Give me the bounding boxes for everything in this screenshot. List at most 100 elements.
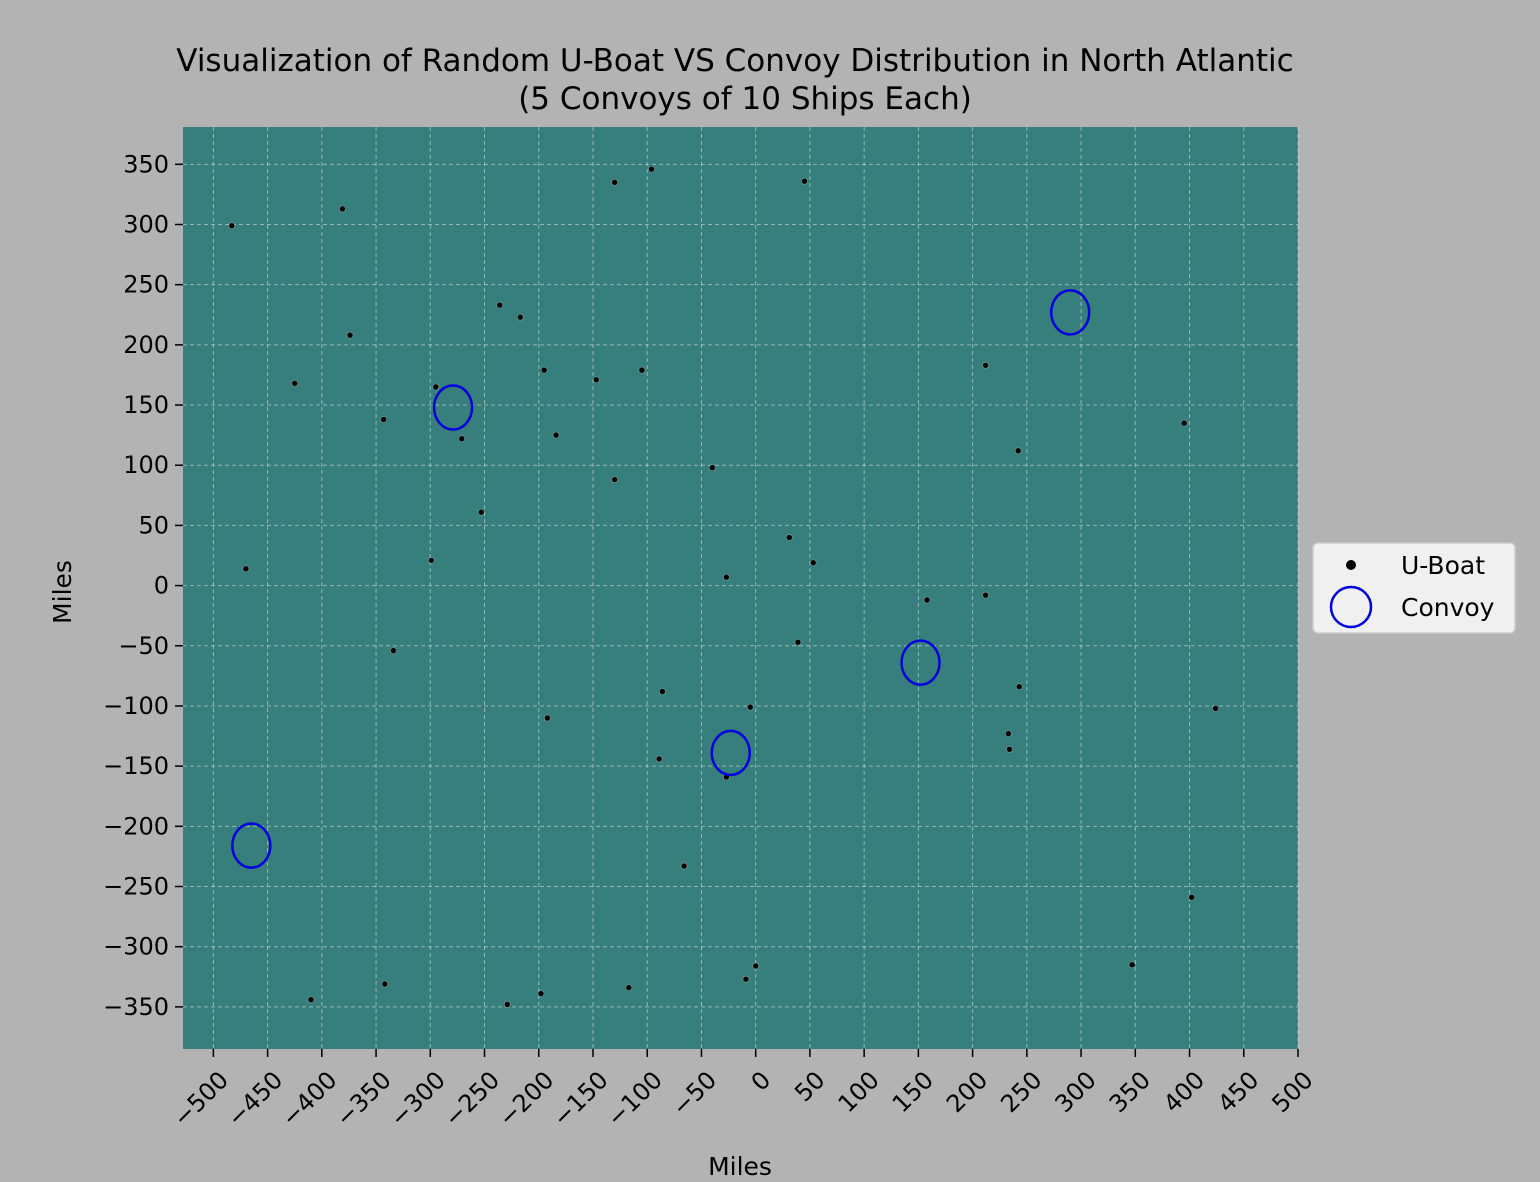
uboat-point: [390, 647, 397, 654]
x-tick-label: −250: [439, 1066, 505, 1132]
uboat-point: [659, 688, 666, 695]
uboat-point: [648, 165, 655, 173]
uboat-point: [552, 431, 560, 439]
uboat-point: [982, 591, 990, 599]
uboat-point: [1128, 961, 1136, 969]
uboat-point: [516, 313, 524, 321]
uboat-point: [1005, 730, 1012, 738]
uboat-point: [625, 984, 633, 992]
uboat-point: [982, 361, 990, 369]
x-tick-label: 250: [995, 1066, 1047, 1118]
x-tick-label: −50: [667, 1066, 723, 1122]
legend: U-Boat Convoy: [1312, 542, 1516, 634]
y-tick-label: −100: [103, 692, 169, 720]
uboat-point: [1212, 704, 1219, 712]
uboat-point: [752, 962, 760, 970]
uboat-point: [242, 565, 250, 573]
y-tick-label: −300: [103, 933, 169, 961]
convoy-point: [710, 729, 751, 777]
x-tick-label: 500: [1266, 1066, 1318, 1118]
uboat-point: [1006, 745, 1013, 753]
uboat-point: [427, 556, 435, 564]
y-tick-label: 100: [123, 451, 169, 479]
uboat-point: [540, 366, 548, 374]
x-tick-label: 50: [789, 1066, 830, 1107]
x-tick-label: −200: [493, 1066, 559, 1132]
uboat-point: [477, 508, 485, 516]
y-tick-label: −200: [103, 812, 169, 840]
y-tick-label: −250: [103, 873, 169, 901]
uboat-point: [1188, 893, 1196, 901]
x-tick-label: 350: [1104, 1066, 1156, 1118]
uboat-point: [923, 596, 931, 604]
uboat-point: [228, 222, 236, 230]
y-tick-label: −150: [103, 752, 169, 780]
y-tick-label: 150: [123, 391, 169, 419]
x-axis-label: Miles: [708, 1152, 772, 1181]
x-tick-label: −300: [385, 1066, 451, 1132]
legend-uboat-marker: [1346, 560, 1356, 570]
x-tick-label: −400: [276, 1066, 342, 1132]
grid-lines: [183, 127, 1299, 1049]
convoy-point: [432, 384, 474, 431]
uboat-point: [432, 383, 440, 391]
x-tick-label: −450: [222, 1066, 288, 1132]
y-tick-label: 350: [123, 150, 169, 178]
uboat-point: [1015, 683, 1023, 691]
uboat-point: [680, 862, 688, 870]
legend-uboat-label: U-Boat: [1401, 551, 1485, 580]
uboat-point: [544, 714, 551, 722]
x-tick-label: −150: [547, 1066, 613, 1132]
y-tick-label: 300: [123, 210, 169, 238]
uboat-point: [809, 559, 817, 567]
convoy-point: [231, 822, 272, 869]
uboat-point: [794, 638, 802, 646]
uboat-point: [722, 573, 730, 581]
uboat-point: [655, 755, 663, 763]
uboat-series: [228, 165, 1219, 1008]
uboat-point: [742, 975, 750, 983]
uboat-point: [381, 980, 389, 988]
legend-box: [1312, 542, 1516, 634]
x-tick-label: 450: [1212, 1066, 1264, 1118]
y-axis-label: Miles: [48, 560, 77, 624]
uboat-point: [611, 476, 619, 484]
x-tick-label: −500: [168, 1066, 234, 1132]
uboat-point: [458, 435, 466, 443]
y-tick-label: −50: [118, 632, 169, 660]
convoy-series: [231, 289, 1091, 869]
uboat-point: [638, 366, 646, 374]
x-tick-label: 100: [833, 1066, 885, 1118]
uboat-point: [708, 464, 716, 472]
uboat-point: [1180, 419, 1188, 427]
legend-convoy-marker: [1329, 585, 1373, 629]
uboat-point: [801, 177, 808, 185]
convoy-point: [1049, 289, 1091, 336]
uboat-point: [496, 301, 504, 309]
y-tick-label: 250: [123, 271, 169, 299]
chart-subtitle: (5 Convoys of 10 Ships Each): [518, 81, 972, 117]
y-tick-label: 200: [123, 331, 169, 359]
x-tick-label: −100: [601, 1066, 667, 1132]
x-tick-label: 300: [1050, 1066, 1102, 1118]
x-tick-label: 200: [941, 1066, 993, 1118]
uboat-point: [380, 416, 388, 423]
uboat-point: [537, 990, 545, 998]
uboat-point: [785, 534, 793, 541]
uboat-point: [339, 205, 346, 213]
x-tick-label: 0: [746, 1066, 777, 1097]
uboat-point: [346, 331, 354, 339]
convoy-point: [900, 639, 941, 686]
uboat-point: [611, 178, 619, 186]
y-tick-label: −350: [103, 993, 169, 1021]
x-tick-label: −350: [330, 1066, 396, 1132]
uboat-point: [592, 376, 600, 384]
uboat-point: [291, 379, 299, 387]
uboat-point: [1014, 447, 1022, 455]
uboat-point: [503, 1001, 511, 1008]
y-tick-label: 50: [138, 511, 169, 539]
x-tick-label: 150: [887, 1066, 939, 1118]
x-tick-label: 400: [1158, 1066, 1210, 1118]
